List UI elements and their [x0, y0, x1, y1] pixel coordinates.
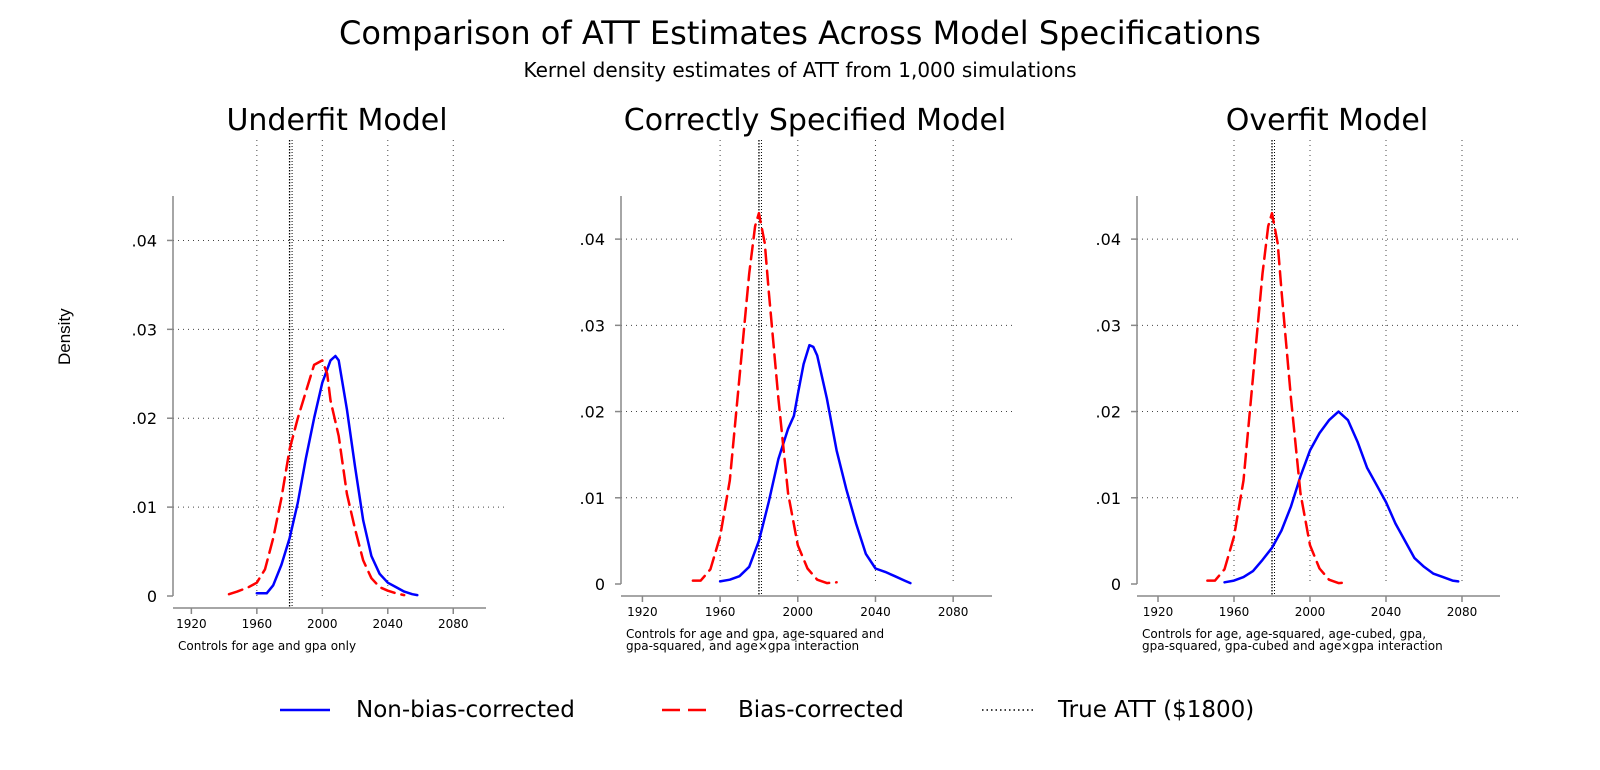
legend-dotted-line-icon: [982, 709, 1034, 711]
y-tick-label: .01: [1096, 489, 1121, 508]
y-tick-label: .02: [1096, 403, 1121, 422]
panel-title: Correctly Specified Model: [624, 103, 1007, 138]
x-tick-label: 1920: [1143, 605, 1174, 619]
x-tick-label: 2040: [1371, 605, 1402, 619]
x-tick-label: 1960: [242, 617, 273, 631]
panel-title: Overfit Model: [1226, 103, 1428, 138]
legend: Non-bias-corrected Bias-corrected True A…: [0, 690, 1600, 730]
x-tick-label: 2080: [438, 617, 469, 631]
y-tick-label: 0: [147, 587, 157, 606]
y-tick-label: .02: [132, 409, 157, 428]
x-tick-label: 2040: [373, 617, 404, 631]
y-tick-label: .03: [1096, 316, 1121, 335]
bias-corrected-curve: [1206, 211, 1350, 585]
y-tick-label: .04: [580, 230, 605, 249]
chart-subtitle: Kernel density estimates of ATT from 1,0…: [523, 58, 1077, 82]
legend-solid-line-icon: [280, 708, 330, 712]
legend-label-true-att: True ATT ($1800): [1058, 697, 1255, 723]
x-tick-label: 2000: [783, 605, 814, 619]
x-tick-label: 1920: [176, 617, 207, 631]
x-tick-label: 1920: [627, 605, 658, 619]
legend-label-bias: Bias-corrected: [738, 697, 904, 723]
bias-corrected-curve: [691, 211, 838, 585]
y-tick-label: .03: [132, 320, 157, 339]
bias-corrected-curve: [227, 359, 406, 597]
x-axis-label: gpa-squared, and age×gpa interaction: [626, 639, 859, 653]
x-axis-label: Controls for age, age-squared, age-cubed…: [1142, 627, 1426, 641]
x-tick-label: 2000: [307, 617, 338, 631]
x-tick-label: 2080: [1447, 605, 1478, 619]
y-tick-label: .04: [132, 231, 157, 250]
y-tick-label: .04: [1096, 230, 1121, 249]
legend-label-non-bias: Non-bias-corrected: [356, 697, 575, 723]
x-axis-label: Controls for age and gpa, age-squared an…: [626, 627, 884, 641]
y-tick-label: .03: [580, 316, 605, 335]
non-bias-corrected-curve: [255, 354, 419, 597]
panel-title: Underfit Model: [226, 103, 447, 138]
non-bias-corrected-curve: [1223, 410, 1460, 584]
legend-item-bias: Bias-corrected: [662, 690, 904, 730]
x-tick-label: 2040: [860, 605, 891, 619]
x-tick-label: 2080: [938, 605, 969, 619]
y-tick-label: .01: [580, 489, 605, 508]
x-axis-label: Controls for age and gpa only: [178, 639, 356, 653]
legend-dashed-line-icon: [662, 708, 714, 712]
y-tick-label: .01: [132, 498, 157, 517]
y-tick-label: 0: [595, 575, 605, 594]
legend-item-non-bias: Non-bias-corrected: [280, 690, 575, 730]
y-tick-label: 0: [1111, 575, 1121, 594]
legend-item-true-att: True ATT ($1800): [982, 690, 1254, 730]
x-axis-label: gpa-squared, gpa-cubed and age×gpa inter…: [1142, 639, 1443, 653]
x-tick-label: 1960: [705, 605, 736, 619]
y-tick-label: .02: [580, 403, 605, 422]
non-bias-corrected-curve: [718, 343, 912, 585]
x-tick-label: 2000: [1295, 605, 1326, 619]
chart-title: Comparison of ATT Estimates Across Model…: [339, 14, 1261, 52]
x-tick-label: 1960: [1219, 605, 1250, 619]
